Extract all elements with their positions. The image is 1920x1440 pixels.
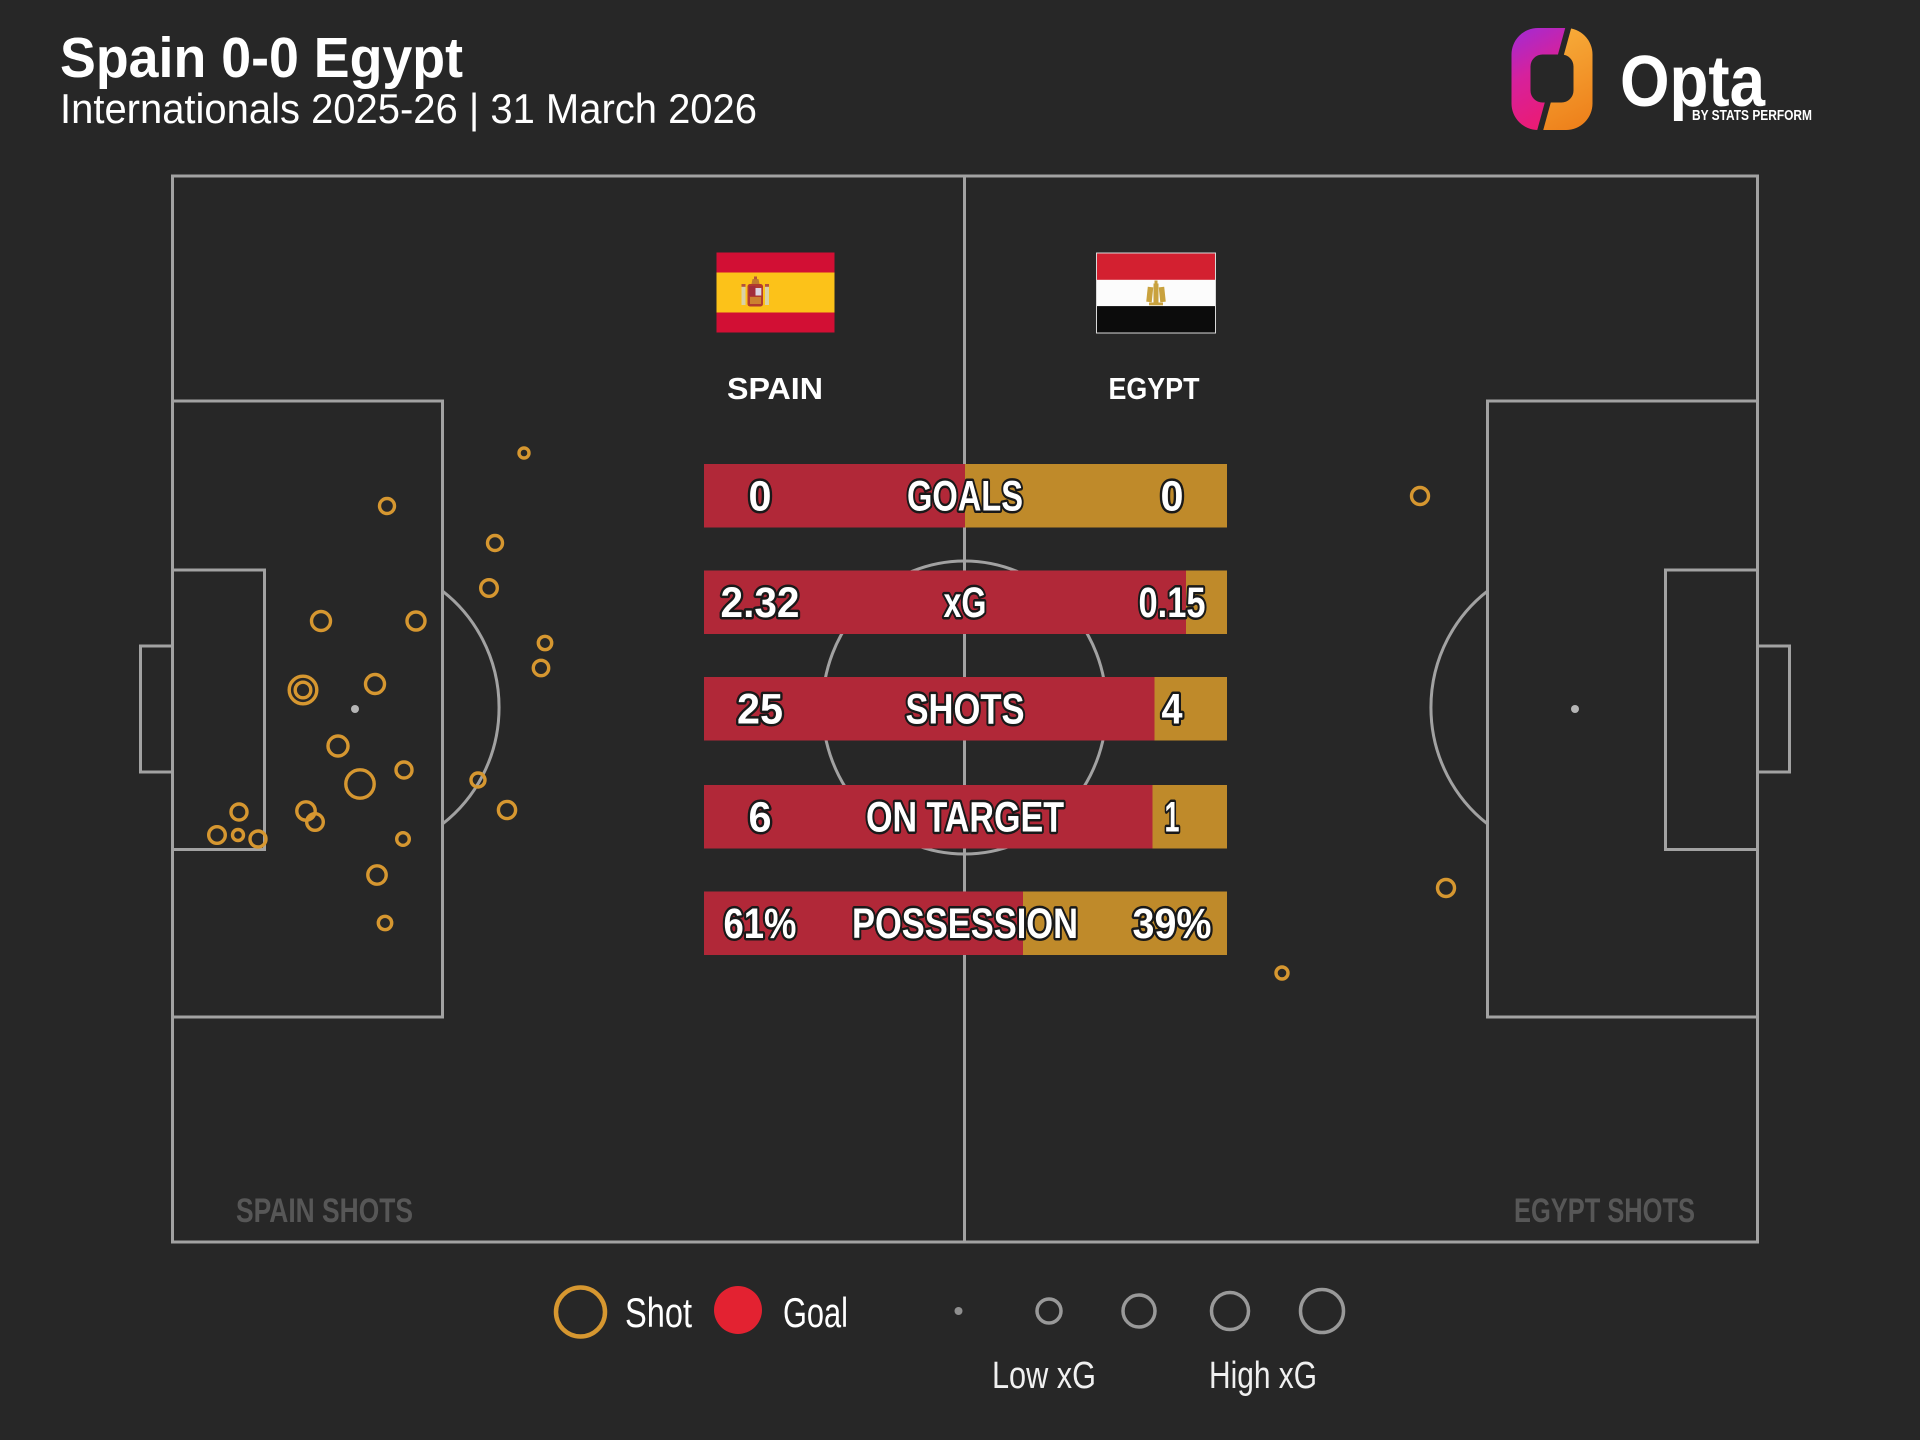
svg-text:EGYPT: EGYPT bbox=[1109, 371, 1200, 406]
svg-text:39%: 39% bbox=[1133, 900, 1212, 948]
svg-text:SHOTS: SHOTS bbox=[906, 686, 1025, 734]
svg-text:6: 6 bbox=[749, 794, 772, 842]
svg-text:Internationals 2025-26 | 31 Ma: Internationals 2025-26 | 31 March 2026 bbox=[60, 85, 757, 132]
svg-text:4: 4 bbox=[1162, 686, 1183, 734]
svg-text:Opta: Opta bbox=[1620, 42, 1766, 122]
svg-text:SPAIN: SPAIN bbox=[727, 371, 823, 406]
svg-text:High xG: High xG bbox=[1209, 1355, 1317, 1397]
svg-text:1: 1 bbox=[1165, 794, 1180, 842]
svg-text:Goal: Goal bbox=[783, 1289, 848, 1336]
svg-text:ON TARGET: ON TARGET bbox=[866, 794, 1064, 842]
svg-text:Spain 0-0 Egypt: Spain 0-0 Egypt bbox=[60, 26, 463, 90]
svg-text:0: 0 bbox=[749, 473, 772, 521]
svg-text:Shot: Shot bbox=[625, 1289, 692, 1336]
svg-text:BY STATS PERFORM: BY STATS PERFORM bbox=[1692, 108, 1812, 124]
svg-text:SPAIN SHOTS: SPAIN SHOTS bbox=[236, 1192, 413, 1230]
svg-text:61%: 61% bbox=[724, 900, 797, 948]
svg-text:0: 0 bbox=[1161, 473, 1184, 521]
svg-text:xG: xG bbox=[944, 579, 987, 627]
svg-text:Low xG: Low xG bbox=[992, 1355, 1096, 1397]
svg-text:GOALS: GOALS bbox=[907, 473, 1023, 521]
svg-text:0.15: 0.15 bbox=[1139, 579, 1206, 627]
svg-text:EGYPT SHOTS: EGYPT SHOTS bbox=[1514, 1192, 1695, 1230]
svg-text:2.32: 2.32 bbox=[721, 579, 800, 627]
svg-text:25: 25 bbox=[737, 686, 783, 734]
svg-text:POSSESSION: POSSESSION bbox=[852, 900, 1078, 948]
